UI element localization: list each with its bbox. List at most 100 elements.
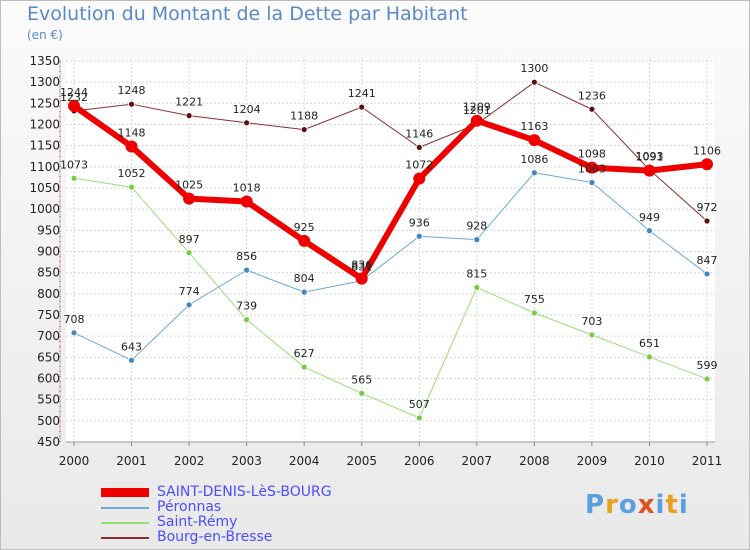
x-tick-label: 2007	[462, 454, 493, 468]
data-point-saint-denis-les-bourg	[585, 161, 598, 174]
data-point-peronnas	[530, 169, 538, 177]
data-point-saint-denis-les-bourg	[68, 99, 80, 112]
data-label-saint-remy: 651	[639, 337, 660, 350]
data-label-bourg-en-bresse: 1204	[233, 103, 261, 116]
data-point-saint-remy	[300, 363, 308, 371]
data-point-bourg-en-bresse	[243, 119, 251, 127]
y-tick-label: 950	[37, 223, 60, 237]
data-point-bourg-en-bresse	[588, 105, 596, 113]
legend-item-peronnas: Péronnas	[101, 499, 401, 515]
data-label-peronnas: 936	[409, 216, 430, 229]
data-point-saint-remy	[185, 249, 193, 257]
legend-swatch	[101, 507, 149, 509]
x-tick-label: 2006	[404, 454, 435, 468]
data-label-saint-denis-les-bourg: 1244	[60, 86, 88, 99]
data-point-saint-denis-les-bourg	[643, 164, 656, 177]
data-label-bourg-en-bresse: 1221	[175, 96, 203, 109]
legend-item-saint-remy: Saint-Rémy	[101, 514, 401, 530]
data-point-saint-remy	[358, 389, 366, 397]
data-point-saint-remy	[588, 331, 596, 339]
data-label-saint-denis-les-bourg: 1072	[405, 159, 433, 172]
data-label-bourg-en-bresse: 1093	[635, 150, 663, 163]
data-label-peronnas: 928	[466, 220, 487, 233]
x-tick-label: 2003	[231, 454, 262, 468]
x-tick-label: 2005	[346, 454, 377, 468]
chart-title: Evolution du Montant de la Dette par Hab…	[27, 3, 468, 25]
legend-item-saint-denis-les-bourg: SAINT-DENIS-LèS-BOURG	[101, 484, 401, 500]
data-point-saint-remy	[243, 316, 251, 324]
series-line-bourg-en-bresse	[73, 81, 708, 222]
data-label-saint-remy: 815	[466, 267, 487, 280]
data-point-saint-denis-les-bourg	[298, 234, 311, 247]
legend-label: SAINT-DENIS-LèS-BOURG	[157, 484, 332, 500]
data-point-saint-remy	[128, 183, 135, 191]
y-tick-label: 550	[37, 393, 60, 407]
legend-swatch	[101, 488, 149, 497]
data-label-saint-remy: 507	[409, 398, 430, 411]
data-label-peronnas: 1063	[578, 162, 606, 175]
data-point-bourg-en-bresse	[415, 143, 423, 151]
data-point-saint-denis-les-bourg	[183, 192, 196, 205]
data-point-peronnas	[415, 232, 423, 240]
unit-label: (en €)	[27, 28, 63, 42]
x-tick-label: 2000	[59, 454, 90, 468]
data-point-saint-denis-les-bourg	[125, 140, 138, 153]
data-label-saint-denis-les-bourg: 925	[294, 221, 315, 234]
data-label-saint-denis-les-bourg: 1106	[693, 144, 721, 157]
data-point-bourg-en-bresse	[358, 103, 366, 111]
x-tick-label: 2001	[116, 454, 147, 468]
data-label-bourg-en-bresse: 1248	[118, 84, 146, 97]
legend-item-bourg-en-bresse: Bourg-en-Bresse	[101, 529, 401, 545]
y-tick-label: 1350	[29, 54, 60, 68]
data-label-saint-remy: 755	[524, 293, 545, 306]
y-tick-label: 1000	[29, 202, 60, 216]
data-point-bourg-en-bresse	[530, 78, 538, 86]
x-tick-label: 2009	[577, 454, 608, 468]
data-label-peronnas: 949	[639, 211, 660, 224]
series-group	[68, 78, 713, 422]
data-point-saint-remy	[473, 284, 481, 291]
y-tick-label: 1150	[29, 139, 60, 153]
data-label-saint-denis-les-bourg: 1025	[175, 179, 203, 192]
data-label-saint-denis-les-bourg: 1209	[463, 101, 491, 114]
data-label-bourg-en-bresse: 1241	[348, 87, 376, 100]
data-label-bourg-en-bresse: 1232	[60, 91, 88, 104]
data-label-bourg-en-bresse: 1300	[520, 62, 548, 75]
data-point-saint-denis-les-bourg	[470, 114, 483, 127]
data-label-saint-denis-les-bourg: 1163	[520, 120, 548, 133]
y-tick-label: 650	[37, 350, 60, 364]
logo-letter: r	[605, 490, 619, 520]
proxiti-logo: Proxiti	[585, 490, 689, 520]
data-label-peronnas: 1086	[520, 153, 548, 166]
data-label-saint-remy: 739	[236, 300, 257, 313]
data-label-saint-denis-les-bourg: 1098	[578, 148, 606, 161]
axes: 450 500 550 600 650 700 750 800 850 900 950 1000 105…	[29, 54, 722, 468]
legend-label: Péronnas	[157, 499, 222, 515]
data-label-saint-remy: 1073	[60, 158, 88, 171]
data-point-saint-remy	[530, 309, 538, 317]
series-line-peronnas	[73, 172, 708, 361]
x-tick-label: 2002	[174, 454, 205, 468]
data-point-saint-remy	[70, 174, 78, 182]
y-tick-label: 450	[37, 435, 60, 449]
data-label-saint-remy: 599	[697, 359, 718, 372]
y-tick-label: 1200	[29, 118, 60, 132]
data-label-saint-remy: 1052	[118, 167, 146, 180]
data-label-bourg-en-bresse: 1201	[463, 104, 491, 117]
data-point-bourg-en-bresse	[300, 126, 308, 133]
y-tick-label: 750	[37, 308, 60, 322]
data-point-saint-denis-les-bourg	[701, 158, 713, 171]
y-tick-label: 1300	[29, 75, 60, 89]
data-label-peronnas: 831	[351, 261, 372, 274]
series-line-saint-denis-les-bourg	[72, 103, 708, 282]
data-point-bourg-en-bresse	[128, 100, 135, 108]
y-tick-label: 500	[37, 414, 60, 428]
y-tick-label: 700	[37, 329, 60, 343]
legend: SAINT-DENIS-LèS-BOURG Péronnas Saint-Rémy B…	[101, 484, 401, 545]
data-point-peronnas	[588, 179, 596, 186]
data-point-peronnas	[646, 227, 653, 235]
data-label-peronnas: 643	[121, 340, 142, 353]
data-label-saint-denis-les-bourg: 836	[351, 259, 372, 272]
y-tick-label: 900	[37, 245, 60, 259]
